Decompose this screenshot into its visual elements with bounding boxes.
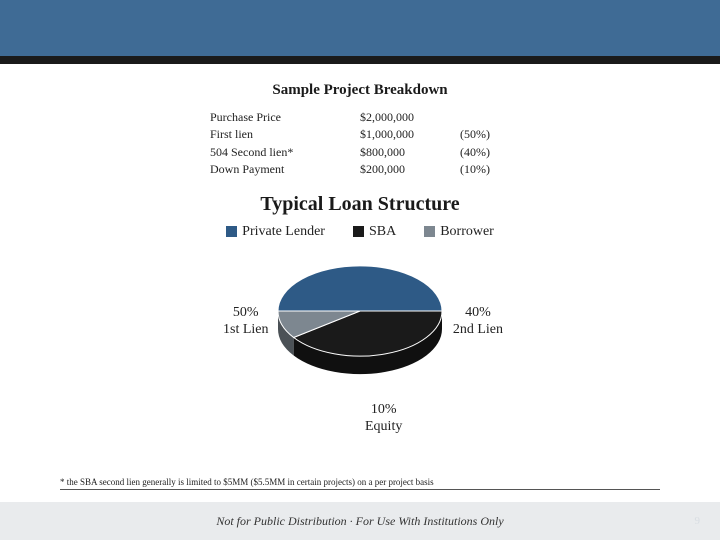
breakdown-title: Sample Project Breakdown xyxy=(40,82,680,99)
slice-pct: 10% xyxy=(371,402,397,417)
legend-item: SBA xyxy=(353,224,396,240)
breakdown-pct: (10%) xyxy=(460,161,510,178)
footer-disclaimer: Not for Public Distribution · For Use Wi… xyxy=(216,514,503,529)
footer-strip: Not for Public Distribution · For Use Wi… xyxy=(0,502,720,540)
breakdown-amount: $2,000,000 xyxy=(360,109,460,126)
pie-chart: 50% 1st Lien 40% 2nd Lien 10% Equity xyxy=(205,246,515,446)
chart-title: Typical Loan Structure xyxy=(40,193,680,216)
slice-label-equity: 10% Equity xyxy=(365,401,402,436)
table-row: 504 Second lien* $800,000 (40%) xyxy=(210,144,510,161)
legend-label: Private Lender xyxy=(242,224,325,240)
table-row: Down Payment $200,000 (10%) xyxy=(210,161,510,178)
breakdown-table: Purchase Price $2,000,000 First lien $1,… xyxy=(210,109,510,179)
breakdown-pct: (40%) xyxy=(460,144,510,161)
breakdown-label: Purchase Price xyxy=(210,109,360,126)
slice-label-first-lien: 50% 1st Lien xyxy=(223,304,269,339)
breakdown-amount: $800,000 xyxy=(360,144,460,161)
breakdown-amount: $1,000,000 xyxy=(360,126,460,143)
footnote-row: * the SBA second lien generally is limit… xyxy=(0,477,720,490)
table-row: Purchase Price $2,000,000 xyxy=(210,109,510,126)
slice-pct: 40% xyxy=(465,305,491,320)
footnote-rule xyxy=(60,489,660,490)
legend-item: Borrower xyxy=(424,224,494,240)
main-content: Sample Project Breakdown Purchase Price … xyxy=(0,64,720,446)
slice-name: 2nd Lien xyxy=(453,322,503,337)
breakdown-pct: (50%) xyxy=(460,126,510,143)
slice-label-second-lien: 40% 2nd Lien xyxy=(453,304,503,339)
footnote-text: * the SBA second lien generally is limit… xyxy=(60,477,660,487)
breakdown-label: Down Payment xyxy=(210,161,360,178)
breakdown-amount: $200,000 xyxy=(360,161,460,178)
legend-swatch xyxy=(353,226,364,237)
slice-name: Equity xyxy=(365,419,402,434)
breakdown-label: First lien xyxy=(210,126,360,143)
legend-label: Borrower xyxy=(440,224,494,240)
legend-item: Private Lender xyxy=(226,224,325,240)
breakdown-pct xyxy=(460,109,510,126)
slice-name: 1st Lien xyxy=(223,322,269,337)
page-number: 9 xyxy=(695,515,701,527)
header-bar xyxy=(0,0,720,64)
table-row: First lien $1,000,000 (50%) xyxy=(210,126,510,143)
breakdown-label: 504 Second lien* xyxy=(210,144,360,161)
legend-label: SBA xyxy=(369,224,396,240)
pie-svg xyxy=(250,246,470,416)
slice-pct: 50% xyxy=(233,305,259,320)
legend-swatch xyxy=(424,226,435,237)
legend-swatch xyxy=(226,226,237,237)
chart-legend: Private Lender SBA Borrower xyxy=(40,224,680,240)
